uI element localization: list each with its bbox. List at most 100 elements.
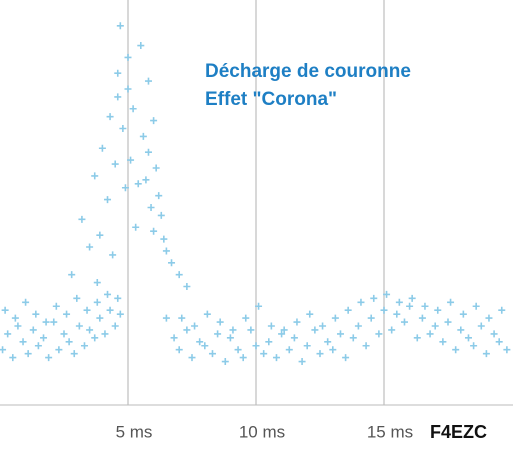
point: [434, 306, 442, 314]
point: [255, 302, 263, 310]
point: [1, 306, 9, 314]
point: [439, 338, 447, 346]
point: [272, 354, 280, 362]
point: [162, 247, 170, 255]
point: [242, 314, 250, 322]
point: [144, 148, 152, 156]
point: [349, 334, 357, 342]
point: [426, 330, 434, 338]
point: [70, 350, 78, 358]
point: [32, 310, 40, 318]
point: [444, 318, 452, 326]
point: [290, 334, 298, 342]
point: [344, 306, 352, 314]
point: [14, 322, 22, 330]
point: [96, 231, 104, 239]
point: [383, 290, 391, 298]
point: [354, 322, 362, 330]
point: [357, 298, 365, 306]
point: [121, 184, 129, 192]
point: [139, 132, 147, 140]
point: [116, 310, 124, 318]
point: [495, 338, 503, 346]
point: [45, 354, 53, 362]
point: [114, 93, 122, 101]
point: [63, 310, 71, 318]
point: [216, 318, 224, 326]
point: [229, 326, 237, 334]
point: [60, 330, 68, 338]
point: [342, 354, 350, 362]
point: [114, 69, 122, 77]
point: [452, 346, 460, 354]
point: [80, 342, 88, 350]
point: [447, 298, 455, 306]
point: [319, 322, 327, 330]
point: [362, 342, 370, 350]
point: [42, 318, 50, 326]
point: [150, 117, 158, 125]
point: [490, 330, 498, 338]
point: [457, 326, 465, 334]
point: [408, 294, 416, 302]
point: [306, 310, 314, 318]
point: [150, 227, 158, 235]
point: [285, 346, 293, 354]
point: [336, 330, 344, 338]
point: [162, 314, 170, 322]
point: [498, 306, 506, 314]
point: [175, 346, 183, 354]
point: [331, 314, 339, 322]
point: [265, 338, 273, 346]
annotation: Décharge de couronne: [205, 61, 411, 82]
point: [280, 326, 288, 334]
point: [418, 314, 426, 322]
point: [470, 342, 478, 350]
point: [52, 302, 60, 310]
point: [188, 354, 196, 362]
point: [86, 243, 94, 251]
point: [24, 350, 32, 358]
point: [203, 310, 211, 318]
point: [106, 113, 114, 121]
point: [22, 298, 30, 306]
signature: F4EZC: [430, 422, 487, 442]
point: [464, 334, 472, 342]
point: [214, 330, 222, 338]
point: [196, 338, 204, 346]
point: [329, 346, 337, 354]
point: [19, 338, 27, 346]
point: [252, 342, 260, 350]
point: [68, 271, 76, 279]
point: [208, 350, 216, 358]
point: [303, 342, 311, 350]
point: [316, 350, 324, 358]
point: [34, 342, 42, 350]
point: [119, 125, 127, 132]
point: [406, 302, 414, 310]
point: [9, 354, 17, 362]
point: [472, 302, 480, 310]
point: [93, 279, 101, 287]
point: [152, 164, 160, 172]
point: [98, 144, 106, 152]
point: [147, 204, 155, 211]
point: [29, 326, 37, 334]
point: [0, 346, 7, 354]
point: [388, 326, 396, 334]
point: [459, 310, 467, 318]
point: [239, 354, 247, 362]
point: [201, 342, 209, 350]
point: [413, 334, 421, 342]
point: [324, 338, 332, 346]
point: [221, 358, 229, 366]
point: [477, 322, 485, 330]
point: [293, 318, 301, 326]
point: [127, 156, 135, 164]
point: [96, 314, 104, 322]
point: [367, 314, 375, 322]
point: [40, 334, 48, 342]
point: [431, 322, 439, 330]
point: [485, 314, 493, 322]
